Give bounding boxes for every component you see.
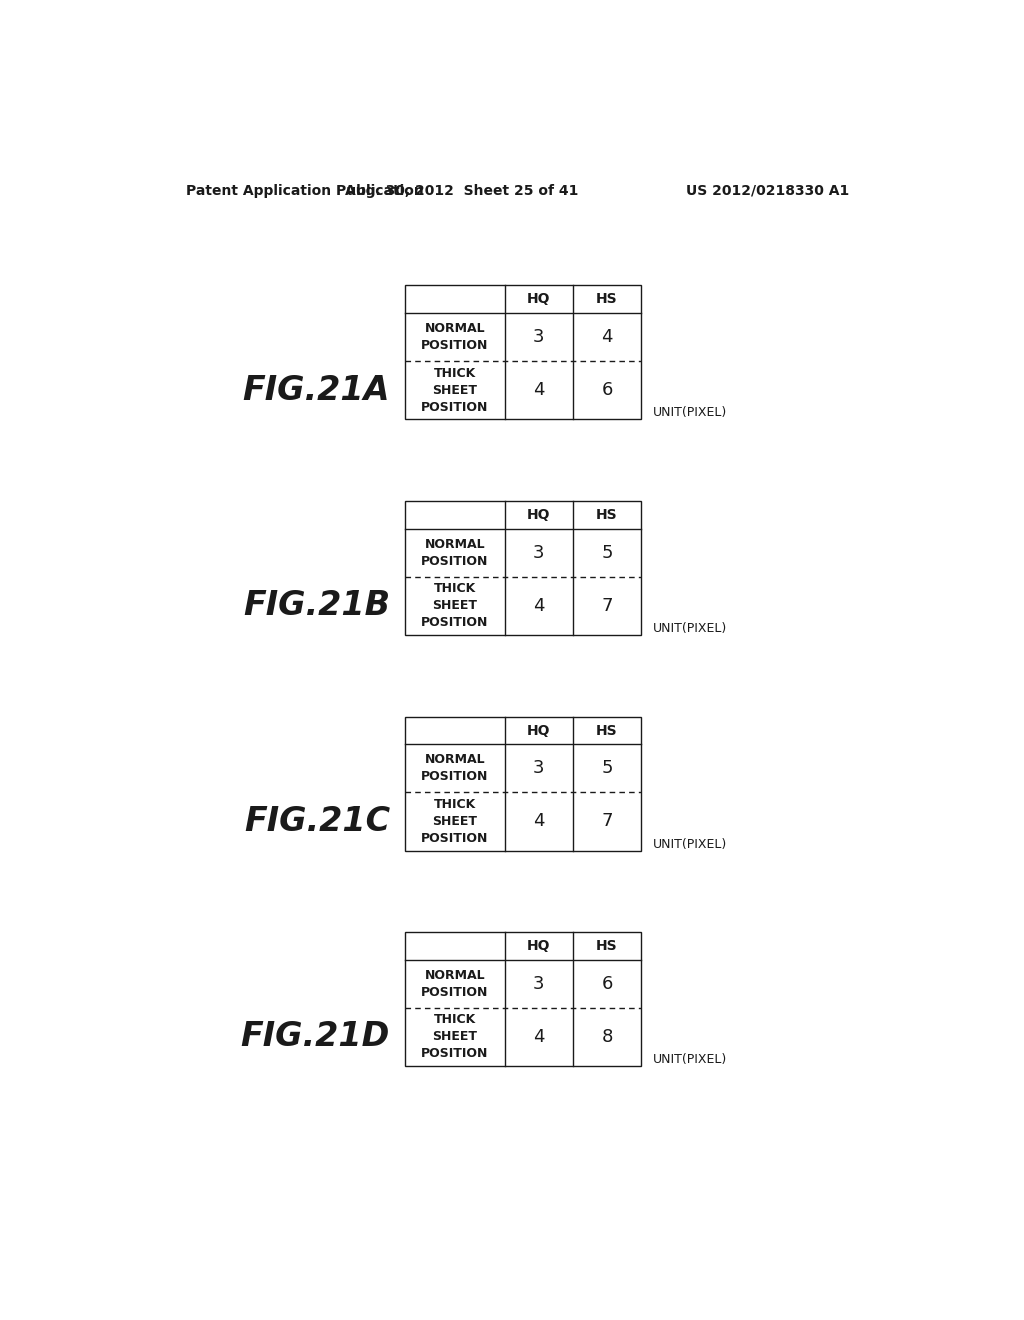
Text: FIG.21A: FIG.21A	[243, 374, 390, 407]
Text: NORMAL
POSITION: NORMAL POSITION	[421, 754, 488, 783]
Text: NORMAL
POSITION: NORMAL POSITION	[421, 322, 488, 352]
Text: NORMAL
POSITION: NORMAL POSITION	[421, 969, 488, 999]
Text: 4: 4	[534, 812, 545, 830]
Text: 5: 5	[601, 544, 612, 561]
Text: 3: 3	[534, 759, 545, 777]
Text: 4: 4	[534, 597, 545, 615]
Text: THICK
SHEET
POSITION: THICK SHEET POSITION	[421, 582, 488, 630]
Text: HQ: HQ	[527, 508, 551, 521]
Text: 8: 8	[601, 1028, 612, 1045]
Text: HS: HS	[596, 723, 617, 738]
Text: THICK
SHEET
POSITION: THICK SHEET POSITION	[421, 1014, 488, 1060]
Text: THICK
SHEET
POSITION: THICK SHEET POSITION	[421, 797, 488, 845]
Text: 6: 6	[601, 975, 612, 993]
Text: FIG.21D: FIG.21D	[241, 1020, 390, 1053]
Text: THICK
SHEET
POSITION: THICK SHEET POSITION	[421, 367, 488, 413]
Text: HS: HS	[596, 292, 617, 306]
Text: 6: 6	[601, 381, 612, 399]
Text: Patent Application Publication: Patent Application Publication	[186, 183, 424, 198]
Text: 3: 3	[534, 975, 545, 993]
Text: UNIT(PIXEL): UNIT(PIXEL)	[652, 1053, 727, 1067]
Text: NORMAL
POSITION: NORMAL POSITION	[421, 537, 488, 568]
Text: HQ: HQ	[527, 939, 551, 953]
Text: US 2012/0218330 A1: US 2012/0218330 A1	[686, 183, 849, 198]
Text: HQ: HQ	[527, 292, 551, 306]
Text: FIG.21C: FIG.21C	[244, 805, 390, 838]
Text: Aug. 30, 2012  Sheet 25 of 41: Aug. 30, 2012 Sheet 25 of 41	[344, 183, 578, 198]
Text: UNIT(PIXEL): UNIT(PIXEL)	[652, 838, 727, 850]
Text: 5: 5	[601, 759, 612, 777]
Text: 7: 7	[601, 597, 612, 615]
Text: HS: HS	[596, 508, 617, 521]
Text: 3: 3	[534, 544, 545, 561]
Text: HQ: HQ	[527, 723, 551, 738]
Text: 7: 7	[601, 812, 612, 830]
Text: HS: HS	[596, 939, 617, 953]
Text: FIG.21B: FIG.21B	[243, 589, 390, 622]
Text: UNIT(PIXEL): UNIT(PIXEL)	[652, 407, 727, 420]
Text: 3: 3	[534, 329, 545, 346]
Text: 4: 4	[534, 1028, 545, 1045]
Text: UNIT(PIXEL): UNIT(PIXEL)	[652, 622, 727, 635]
Text: 4: 4	[601, 329, 612, 346]
Text: 4: 4	[534, 381, 545, 399]
